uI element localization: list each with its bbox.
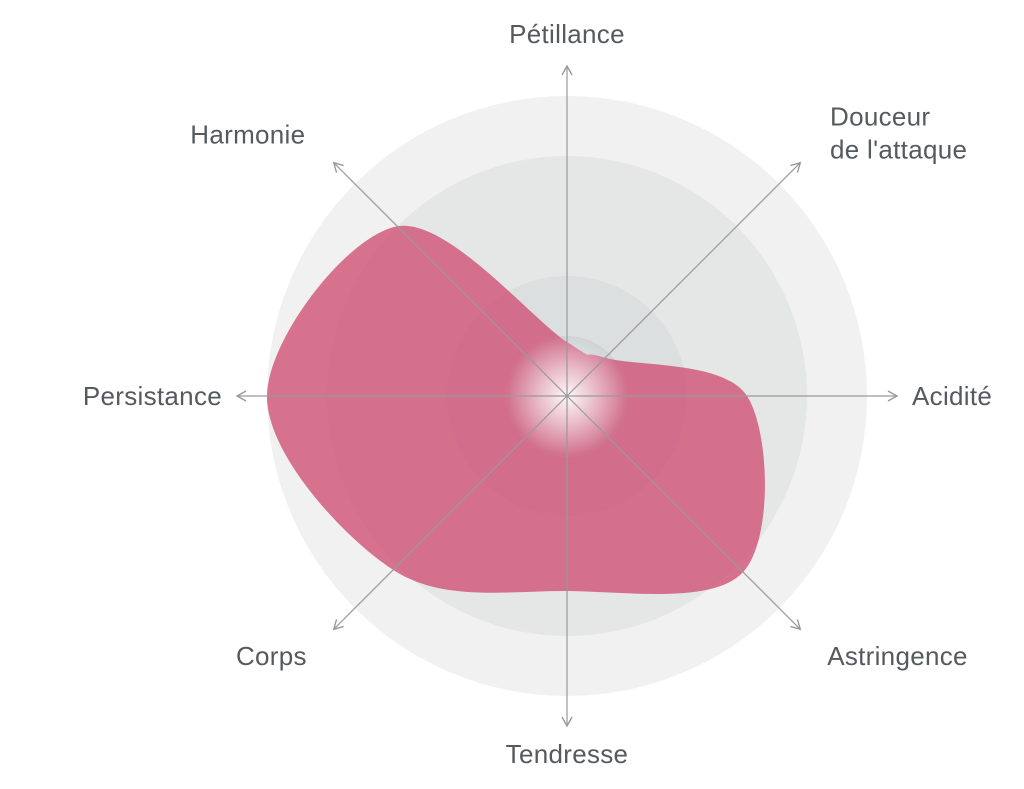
axis-label-7-line-0: Harmonie — [190, 119, 305, 149]
axis-line-5 — [332, 395, 568, 631]
axis-line-3 — [566, 395, 802, 631]
axis-label-4: Tendresse — [506, 739, 629, 769]
axis-label-2-line-0: Acidité — [912, 381, 992, 411]
axis-line-7 — [332, 161, 568, 397]
axis-label-3: Astringence — [827, 641, 968, 671]
axis-label-4-line-0: Tendresse — [506, 739, 629, 769]
axis-label-0-line-0: Pétillance — [509, 19, 625, 49]
axis-labels: Pétillance Douceur de l'attaque Acidité Astr… — [83, 19, 992, 769]
axes-layer — [235, 64, 899, 728]
axis-label-6-line-0: Persistance — [83, 381, 222, 411]
axis-label-0: Pétillance — [509, 19, 625, 49]
axis-label-7: Harmonie — [190, 119, 305, 149]
axis-label-1: Douceur de l'attaque — [830, 102, 967, 165]
axis-line-1 — [566, 161, 802, 397]
axis-label-1-line-0: Douceur — [830, 102, 930, 132]
axis-label-1-line-1: de l'attaque — [830, 135, 967, 165]
axis-label-5-line-0: Corps — [236, 641, 307, 671]
axis-label-5: Corps — [236, 641, 307, 671]
axis-label-6: Persistance — [83, 381, 222, 411]
axis-label-3-line-0: Astringence — [827, 641, 968, 671]
axis-label-2: Acidité — [912, 381, 992, 411]
